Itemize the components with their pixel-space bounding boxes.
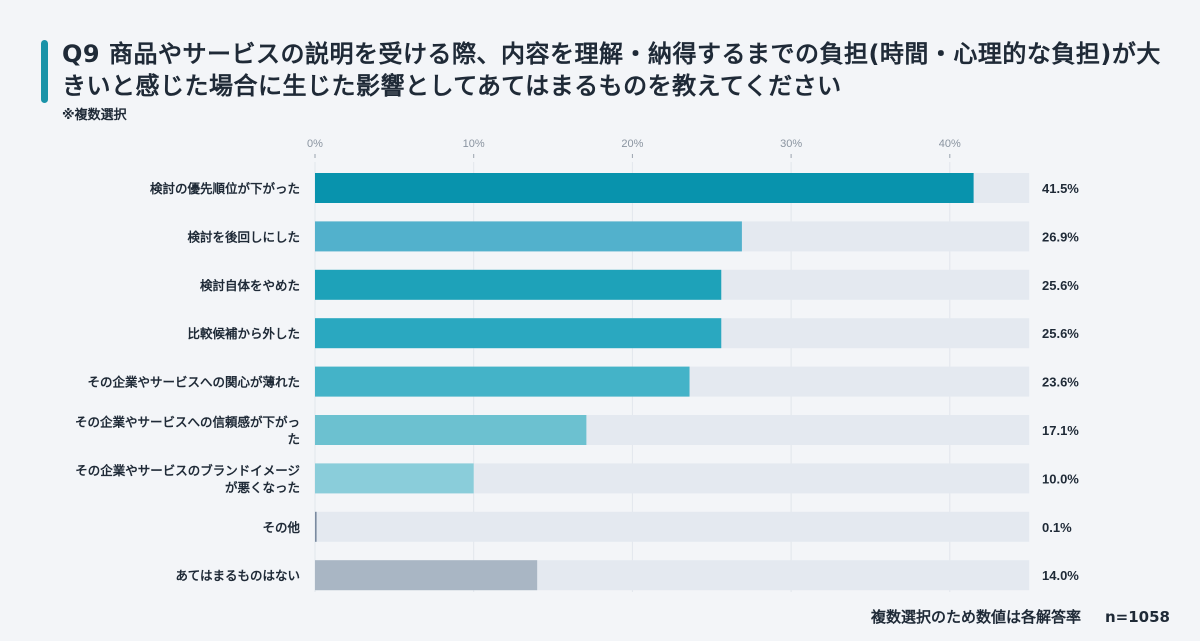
x-tick-label: 30% [780,138,802,150]
category-label-line: 検討自体をやめた [200,278,300,293]
category-label-line: た [287,432,300,447]
category-label-line: 検討の優先順位が下がった [150,181,300,196]
category-label: その他 [262,520,300,535]
bar [315,269,722,300]
footer: 複数選択のため数値は各解答率 n=1058 [847,606,1170,627]
chart-subtitle: ※複数選択 [62,108,127,123]
value-label: 14.0% [1042,568,1079,583]
title-accent-bar [41,40,48,103]
x-tick-label: 40% [939,138,961,150]
bar [315,511,317,542]
bar [315,366,690,397]
category-label-line: 比較候補から外した [187,326,300,341]
value-label: 26.9% [1042,229,1079,244]
category-label-line: その企業やサービスへの信頼感が下がっ [75,415,300,430]
chart-title: Q9 商品やサービスの説明を受ける際、内容を理解・納得するまでの負担(時間・心理… [62,40,1161,100]
value-label: 25.6% [1042,326,1079,341]
bar-track [315,511,1030,542]
bar [315,463,474,494]
x-tick-label: 10% [463,138,485,150]
bar [315,415,587,445]
category-label: その企業やサービスのブランドイメージが悪くなった [75,463,300,495]
category-label: 検討自体をやめた [200,278,300,293]
category-label-line: その企業やサービスのブランドイメージ [75,463,300,478]
value-label: 23.6% [1042,375,1079,390]
category-label: 検討を後回しにした [187,229,300,244]
bar [315,560,538,591]
sample-size: n=1058 [1105,608,1170,626]
x-tick-label: 20% [621,138,643,150]
category-label: 検討の優先順位が下がった [150,181,300,196]
category-label: その企業やサービスへの関心が薄れた [87,375,300,390]
category-label-line: 検討を後回しにした [187,229,300,244]
x-tick-label: 0% [307,138,323,150]
category-label-line: その他 [262,520,300,535]
footer-note: 複数選択のため数値は各解答率 [870,608,1081,626]
category-label-line: あてはまるものはない [175,568,300,583]
bar [315,221,742,252]
value-label: 25.6% [1042,278,1079,293]
category-label: 比較候補から外した [187,326,300,341]
value-label: 17.1% [1042,423,1079,438]
category-label: あてはまるものはない [175,568,300,583]
category-label-line: が悪くなった [225,480,300,495]
bar [315,173,974,203]
value-label: 10.0% [1042,471,1079,486]
value-label: 0.1% [1042,520,1072,535]
value-label: 41.5% [1042,181,1079,196]
category-label-line: その企業やサービスへの関心が薄れた [87,375,300,390]
bar [315,318,722,349]
category-label: その企業やサービスへの信頼感が下がった [75,415,300,447]
